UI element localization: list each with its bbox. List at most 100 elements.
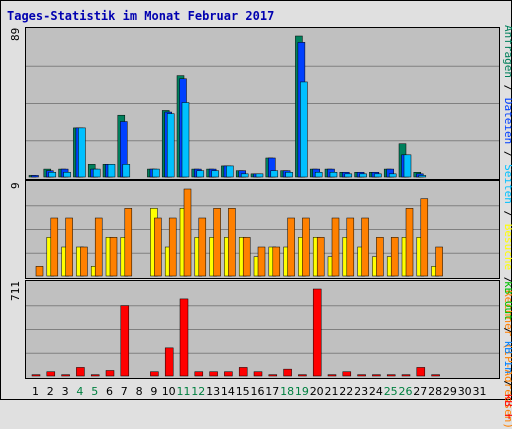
bar-traffic-kbf-5 — [90, 374, 100, 377]
bar-traffic-kbf-24 — [372, 374, 381, 377]
bar-visits-rechneripadressen-10 — [168, 217, 177, 277]
x-tick-label: 22 — [339, 385, 353, 398]
x-tick-label: 20 — [310, 385, 324, 398]
x-tick-label: 14 — [221, 385, 235, 398]
bar-visits-rechneripadressen-28 — [435, 246, 443, 277]
bar-requests-seiten-26 — [403, 154, 412, 178]
bar-visits-rechneripadressen-13 — [213, 208, 221, 277]
bar-requests-seiten-7 — [122, 164, 131, 178]
bar-requests-seiten-10 — [166, 113, 175, 178]
bar-traffic-kbf-25 — [386, 374, 396, 377]
bar-visits-rechneripadressen-17 — [272, 246, 281, 277]
x-tick-label: 4 — [76, 385, 83, 398]
bar-traffic-kbf-26 — [401, 374, 411, 377]
x-tick-label: 6 — [106, 385, 113, 398]
bar-visits-rechneripadressen-3 — [65, 217, 73, 277]
bar-visits-rechneripadressen-18 — [287, 217, 295, 277]
bar-requests-seiten-14 — [226, 165, 234, 178]
bar-traffic-kbf-12 — [194, 371, 204, 377]
bar-requests-seiten-4 — [78, 127, 86, 178]
bar-traffic-kbf-28 — [431, 374, 440, 377]
bar-requests-seiten-3 — [63, 171, 71, 178]
bar-visits-rechneripadressen-7 — [124, 208, 133, 277]
bar-visits-rechneripadressen-5 — [94, 217, 103, 277]
x-tick-label: 13 — [206, 385, 220, 398]
bar-visits-rechneripadressen-2 — [50, 217, 59, 277]
bar-traffic-kbf-9 — [150, 371, 159, 377]
bar-traffic-kbf-11 — [179, 298, 189, 377]
bar-traffic-kbf-15 — [238, 367, 248, 377]
bar-visits-rechneripadressen-21 — [331, 217, 340, 277]
bar-visits-rechneripadressen-26 — [405, 208, 414, 277]
bar-requests-seiten-9 — [152, 168, 160, 178]
x-tick-label: 10 — [162, 385, 176, 398]
bar-traffic-kbf-4 — [76, 367, 85, 377]
x-tick-label: 28 — [428, 385, 442, 398]
bar-requests-seiten-11 — [181, 102, 190, 178]
bar-requests-seiten-23 — [359, 173, 367, 178]
bar-traffic-kbf-21 — [327, 374, 337, 377]
bar-traffic-kbf-14 — [224, 371, 233, 377]
bar-requests-seiten-19 — [300, 81, 308, 178]
bar-visits-rechneripadressen-12 — [198, 217, 207, 277]
bar-requests-seiten-25 — [388, 173, 397, 178]
bar-requests-seiten-24 — [374, 173, 382, 178]
bar-requests-seiten-12 — [196, 170, 205, 178]
bar-visits-rechneripadressen-20 — [316, 237, 325, 277]
x-tick-label: 8 — [136, 385, 143, 398]
x-tick-label: 21 — [325, 385, 339, 398]
bar-traffic-kbf-23 — [357, 374, 366, 377]
bar-visits-rechneripadressen-22 — [346, 217, 355, 277]
x-tick-label: 3 — [62, 385, 69, 398]
x-tick-label: 11 — [177, 385, 191, 398]
bar-visits-rechneripadressen-27 — [420, 198, 429, 277]
x-tick-label: 24 — [369, 385, 383, 398]
x-tick-label: 1 — [32, 385, 39, 398]
bar-traffic-kbf-1 — [31, 374, 41, 377]
bar-traffic-kbf-18 — [283, 368, 292, 377]
bar-requests-seiten-13 — [211, 170, 219, 178]
bar-traffic-kbf-20 — [312, 288, 322, 377]
chart-svg: 1 2 3 4 5 6 7 8 9 10 11 12 13 14 15 16 17 18 19 20 21 22 23 24 2… — [26, 35, 499, 398]
bar-traffic-kbf-27 — [416, 367, 426, 377]
bar-requests-seiten-21 — [329, 171, 338, 178]
bar-traffic-kbf-19 — [298, 374, 307, 377]
bar-visits-rechneripadressen-15 — [242, 237, 251, 277]
bar-visits-rechneripadressen-1 — [35, 266, 44, 277]
bar-requests-seiten-18 — [285, 171, 293, 178]
bar-traffic-kbf-2 — [46, 371, 56, 377]
bar-requests-seiten-27 — [418, 175, 427, 178]
x-tick-label: 31 — [473, 385, 487, 398]
bar-traffic-kbf-6 — [105, 370, 115, 377]
x-tick-label: 17 — [265, 385, 279, 398]
bar-traffic-kbf-10 — [164, 347, 174, 377]
bar-traffic-kbf-7 — [120, 305, 130, 377]
x-tick-label: 2 — [47, 385, 54, 398]
bar-requests-seiten-2 — [48, 171, 57, 178]
x-tick-label: 5 — [91, 385, 98, 398]
bar-traffic-kbf-16 — [253, 371, 263, 377]
bar-visits-rechneripadressen-9 — [154, 217, 162, 277]
x-tick-label: 25 — [384, 385, 398, 398]
x-tick-label: 12 — [191, 385, 205, 398]
chart-title: Tages-Statistik im Monat Februar 2017 — [7, 9, 275, 23]
x-tick-label: 7 — [121, 385, 128, 398]
bar-requests-seiten-22 — [344, 173, 353, 178]
bar-visits-rechneripadressen-23 — [361, 217, 369, 277]
bar-requests-seiten-6 — [107, 164, 116, 178]
x-tick-label: 23 — [354, 385, 368, 398]
bar-visits-rechneripadressen-25 — [390, 237, 399, 277]
x-tick-label: 16 — [251, 385, 265, 398]
bar-traffic-kbf-17 — [268, 374, 278, 377]
x-tick-label: 30 — [458, 385, 472, 398]
x-tick-label: 15 — [236, 385, 250, 398]
bar-traffic-kbf-22 — [342, 371, 352, 377]
bar-visits-rechneripadressen-11 — [183, 188, 192, 277]
bar-visits-rechneripadressen-14 — [228, 208, 236, 277]
bar-visits-rechneripadressen-19 — [302, 217, 310, 277]
bar-requests-seiten-5 — [92, 168, 101, 178]
bar-traffic-kbf-3 — [61, 374, 70, 377]
bar-visits-rechneripadressen-16 — [257, 246, 266, 277]
x-tick-label: 29 — [443, 385, 457, 398]
